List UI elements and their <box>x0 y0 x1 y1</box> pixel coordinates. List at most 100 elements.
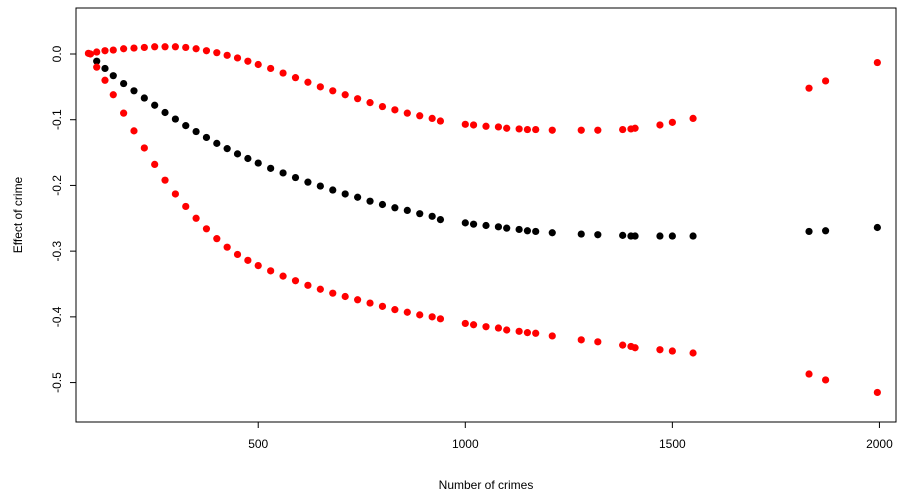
data-point <box>316 285 324 293</box>
data-point <box>192 45 200 53</box>
data-point <box>140 144 148 152</box>
data-point <box>223 145 231 153</box>
x-tick-label: 500 <box>248 437 268 451</box>
data-point <box>873 388 881 397</box>
data-point <box>391 204 399 212</box>
data-point <box>436 117 445 125</box>
data-point <box>515 225 523 234</box>
data-point <box>171 115 179 123</box>
data-point <box>366 299 374 307</box>
data-point <box>548 126 556 134</box>
data-point <box>202 133 211 142</box>
data-point <box>656 346 664 354</box>
data-point <box>192 127 200 136</box>
data-point <box>130 44 138 52</box>
data-point <box>378 200 387 209</box>
data-point <box>668 232 676 240</box>
data-point <box>515 125 523 133</box>
data-point <box>482 221 490 230</box>
data-point <box>161 108 169 117</box>
data-point <box>403 206 411 214</box>
data-point <box>689 232 697 240</box>
data-point <box>291 173 300 182</box>
data-point <box>329 87 337 95</box>
data-point <box>161 176 169 184</box>
data-point <box>805 227 813 236</box>
data-point <box>329 186 337 194</box>
data-point <box>140 43 148 52</box>
data-point <box>523 125 532 134</box>
data-point <box>503 224 511 232</box>
data-point <box>109 46 117 54</box>
x-tick-label: 2000 <box>866 437 893 451</box>
data-point <box>316 83 324 91</box>
data-point <box>304 178 312 186</box>
data-point <box>341 190 349 198</box>
data-point <box>213 235 221 243</box>
data-point <box>436 216 445 224</box>
data-point <box>254 262 262 270</box>
data-point <box>619 231 627 239</box>
data-point <box>821 77 830 85</box>
data-point <box>416 311 424 319</box>
data-point <box>354 296 362 304</box>
data-point <box>244 256 252 264</box>
data-point <box>140 94 148 102</box>
series-upper <box>84 43 881 134</box>
data-point <box>86 50 95 58</box>
data-point <box>182 122 190 130</box>
data-point <box>101 76 109 84</box>
data-point <box>532 125 540 134</box>
data-point <box>279 169 287 177</box>
data-point <box>494 324 503 332</box>
data-point <box>416 210 424 218</box>
y-tick-label: -0.2 <box>50 175 64 196</box>
data-point <box>503 124 511 132</box>
x-tick-label: 1500 <box>659 437 686 451</box>
data-point <box>523 329 532 337</box>
data-point <box>515 327 523 335</box>
y-tick-label: -0.3 <box>50 240 64 261</box>
data-point <box>233 54 242 62</box>
data-point <box>182 43 190 52</box>
data-point <box>202 225 211 233</box>
data-point <box>109 72 117 80</box>
data-point <box>391 306 399 314</box>
x-tick-label: 1000 <box>452 437 479 451</box>
data-point <box>202 47 211 55</box>
data-point <box>461 319 469 328</box>
data-point <box>656 232 664 240</box>
data-point <box>469 220 478 228</box>
data-point <box>656 121 664 129</box>
y-axis-label: Effect of crime <box>11 176 25 253</box>
data-point <box>403 109 411 117</box>
data-point <box>316 182 324 190</box>
data-point <box>341 292 349 301</box>
data-point <box>391 106 399 114</box>
data-point <box>577 230 585 238</box>
data-point <box>821 376 830 384</box>
y-tick-label: -0.4 <box>50 306 64 327</box>
data-point <box>428 212 436 220</box>
data-point <box>403 308 411 316</box>
data-point <box>354 193 362 201</box>
data-point <box>254 60 262 69</box>
data-point <box>213 139 221 147</box>
data-point <box>101 47 109 55</box>
data-point <box>631 344 639 352</box>
data-point <box>120 79 128 88</box>
data-point <box>469 121 478 129</box>
data-point <box>594 126 602 134</box>
data-point <box>161 43 169 51</box>
y-axis: 0.0 -0.1 -0.2 -0.3 -0.4 -0.5 <box>50 45 76 393</box>
data-point <box>532 227 540 236</box>
data-point <box>668 118 676 126</box>
x-axis: 500 1000 1500 2000 <box>248 422 893 451</box>
data-point <box>233 150 242 158</box>
data-point <box>267 267 275 275</box>
data-point <box>151 43 159 51</box>
data-point <box>532 329 540 337</box>
data-point <box>223 51 231 59</box>
